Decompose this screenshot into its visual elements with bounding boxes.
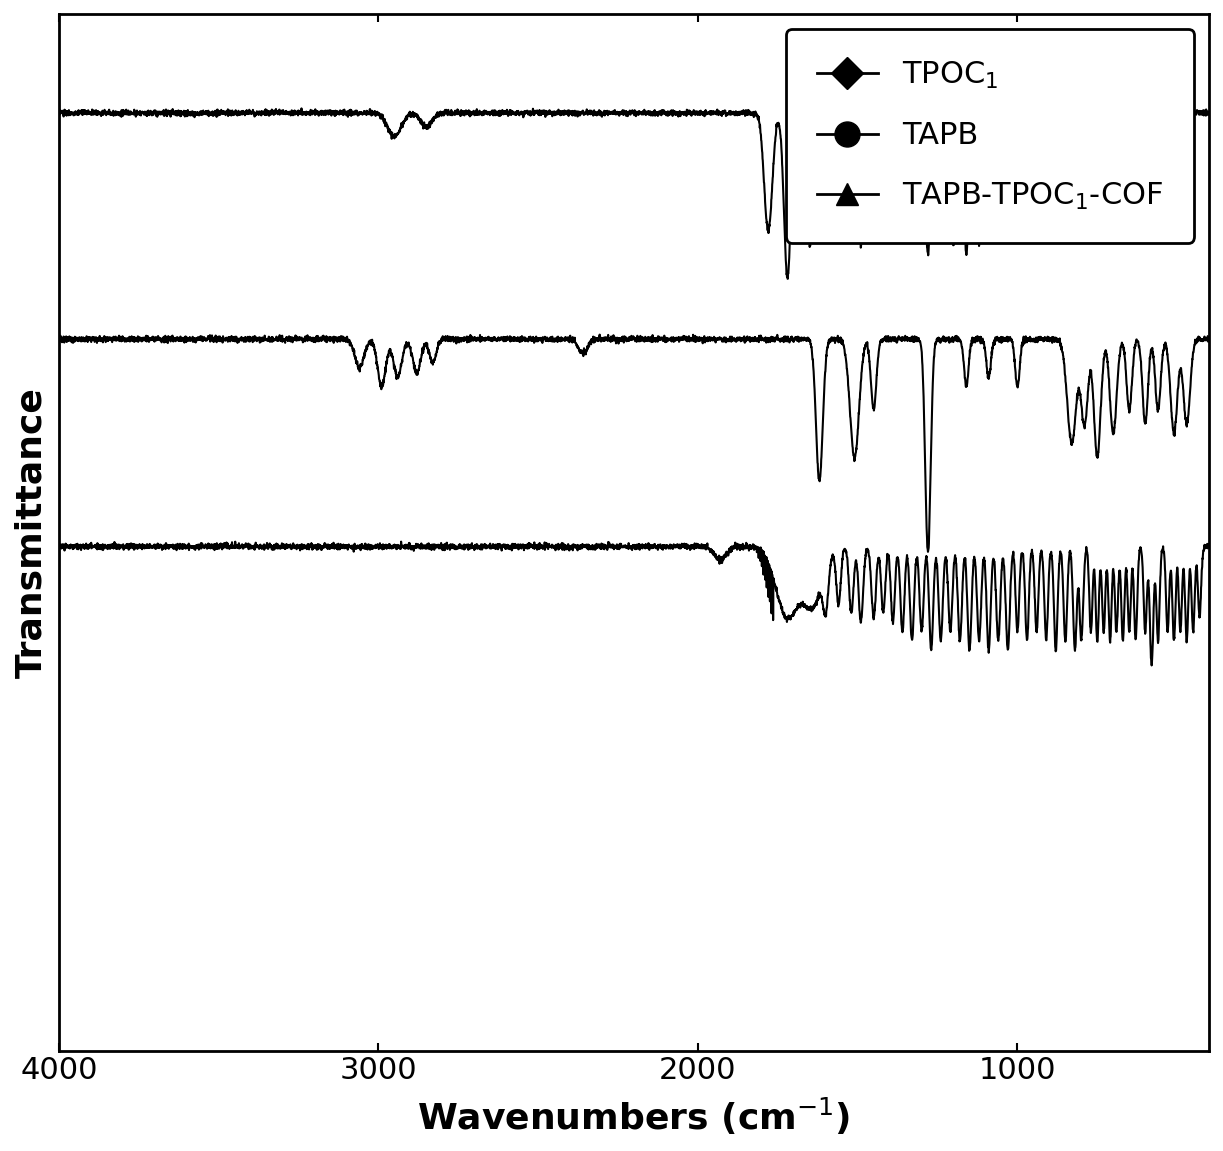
- X-axis label: Wavenumbers (cm$^{-1}$): Wavenumbers (cm$^{-1}$): [417, 1096, 851, 1137]
- Legend: TPOC$_1$, TAPB, TAPB-TPOC$_1$-COF: TPOC$_1$, TAPB, TAPB-TPOC$_1$-COF: [786, 29, 1194, 243]
- Y-axis label: Transmittance: Transmittance: [13, 387, 48, 678]
